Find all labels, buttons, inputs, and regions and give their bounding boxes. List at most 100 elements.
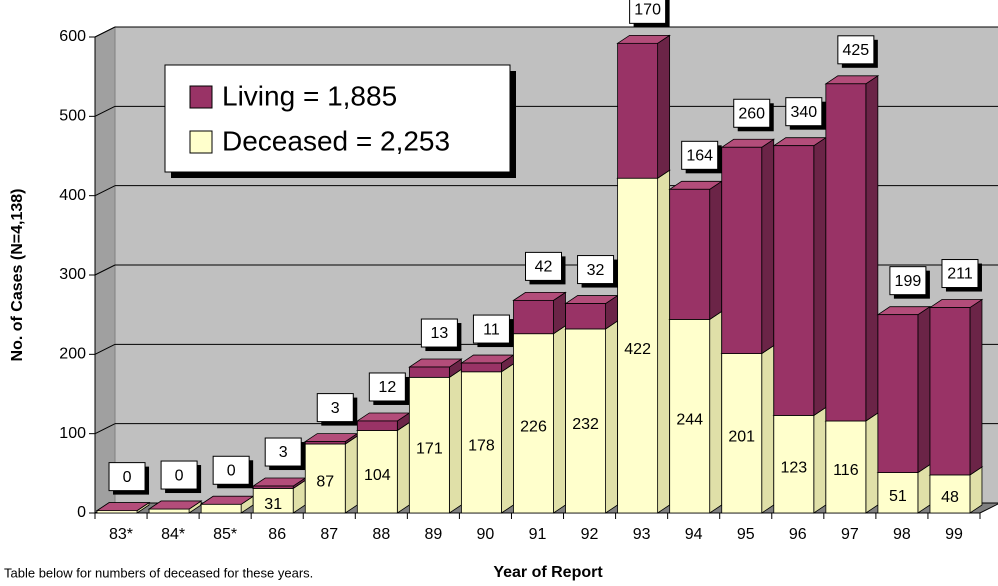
value-label: 170 bbox=[634, 2, 661, 19]
label-box bbox=[941, 259, 979, 289]
grid-line bbox=[94, 105, 116, 117]
y-tick-label: 100 bbox=[59, 425, 86, 442]
value-label: 0 bbox=[175, 467, 184, 484]
legend bbox=[164, 64, 511, 173]
legend-label: Deceased = 2,253 bbox=[222, 125, 450, 156]
grid-line bbox=[94, 264, 116, 276]
bar-side bbox=[344, 435, 358, 514]
x-tick-label: 93 bbox=[633, 526, 651, 543]
x-tick-label: 89 bbox=[424, 526, 442, 543]
label-box bbox=[212, 455, 250, 485]
value-label: 12 bbox=[378, 379, 396, 396]
x-tick-label: 95 bbox=[737, 526, 755, 543]
y-tick-label: 300 bbox=[59, 266, 86, 283]
x-tick-label: 90 bbox=[477, 526, 495, 543]
bar-side bbox=[917, 305, 931, 474]
x-tick-label: 96 bbox=[789, 526, 807, 543]
bar-side bbox=[761, 344, 775, 514]
bar bbox=[252, 485, 294, 489]
bar bbox=[825, 83, 867, 422]
bar-top bbox=[147, 500, 203, 510]
bar-side bbox=[969, 298, 983, 476]
label-box bbox=[681, 140, 719, 170]
bar bbox=[461, 371, 502, 514]
value-label: 32 bbox=[587, 262, 605, 279]
y-tick-label: 400 bbox=[59, 187, 86, 204]
bar-side bbox=[501, 363, 514, 514]
value-label: 0 bbox=[123, 469, 132, 486]
bar bbox=[877, 314, 919, 473]
y-tick-label: 600 bbox=[59, 28, 86, 45]
bar bbox=[929, 307, 971, 476]
label-box bbox=[733, 98, 771, 128]
label-box bbox=[160, 460, 198, 490]
grid-line bbox=[94, 185, 116, 197]
bar bbox=[408, 366, 450, 378]
bar-side bbox=[709, 180, 723, 321]
x-tick-label: 91 bbox=[529, 526, 547, 543]
x-tick-label: 88 bbox=[372, 526, 390, 543]
value-label: 260 bbox=[738, 105, 765, 122]
bar-side bbox=[657, 34, 671, 179]
bar-side bbox=[813, 406, 827, 514]
y-tick-label: 500 bbox=[59, 108, 86, 125]
value-label: 123 bbox=[780, 459, 807, 476]
x-tick-label: 87 bbox=[320, 526, 338, 543]
bar bbox=[356, 430, 398, 514]
label-box bbox=[316, 393, 354, 423]
x-tick-label: 98 bbox=[893, 526, 911, 543]
bar-side bbox=[813, 136, 827, 417]
value-label: 226 bbox=[520, 419, 547, 436]
value-label: 13 bbox=[430, 325, 448, 342]
bar bbox=[461, 362, 502, 373]
bar bbox=[773, 415, 815, 514]
bar bbox=[877, 472, 919, 514]
value-label: 51 bbox=[889, 488, 907, 505]
y-axis-label: No. of Cases (N=4,138) bbox=[9, 189, 26, 362]
x-tick-label: 94 bbox=[685, 526, 703, 543]
grid-line bbox=[94, 343, 116, 355]
bar-side bbox=[657, 169, 671, 514]
legend-swatch bbox=[189, 85, 213, 109]
value-label: 116 bbox=[833, 462, 859, 479]
label-box bbox=[368, 372, 406, 402]
x-axis-label: Year of Report bbox=[493, 564, 603, 581]
value-label: 0 bbox=[227, 462, 236, 479]
y-tick-label: 200 bbox=[59, 346, 86, 363]
bar-side bbox=[605, 320, 618, 514]
x-tick-label: 86 bbox=[268, 526, 286, 543]
value-label: 48 bbox=[941, 489, 959, 506]
value-label: 11 bbox=[483, 321, 500, 338]
bar bbox=[929, 474, 971, 514]
legend-label: Living = 1,885 bbox=[222, 80, 397, 111]
bar bbox=[721, 146, 763, 354]
bar bbox=[565, 328, 606, 514]
label-box bbox=[108, 462, 146, 492]
bar-side bbox=[448, 368, 462, 514]
value-label: 178 bbox=[468, 438, 495, 455]
value-label: 104 bbox=[364, 467, 391, 484]
bar bbox=[304, 443, 346, 514]
value-label: 425 bbox=[843, 42, 870, 59]
legend-swatch bbox=[189, 130, 213, 154]
label-box bbox=[472, 314, 510, 344]
value-label: 31 bbox=[264, 496, 282, 513]
grid-line bbox=[94, 26, 116, 38]
value-label: 201 bbox=[728, 428, 755, 445]
bar-side bbox=[865, 412, 879, 514]
bar bbox=[617, 42, 659, 179]
value-label: 244 bbox=[676, 411, 703, 428]
label-box bbox=[629, 0, 667, 24]
value-label: 199 bbox=[895, 273, 922, 290]
bar bbox=[356, 420, 398, 431]
footnote: Table below for numbers of deceased for … bbox=[4, 565, 313, 580]
value-label: 211 bbox=[947, 266, 973, 283]
value-label: 42 bbox=[535, 259, 553, 276]
bar bbox=[617, 177, 659, 514]
bar bbox=[669, 188, 711, 320]
label-box bbox=[785, 97, 823, 127]
bar-side bbox=[396, 421, 410, 514]
value-label: 232 bbox=[572, 416, 599, 433]
x-tick-label: 92 bbox=[581, 526, 599, 543]
